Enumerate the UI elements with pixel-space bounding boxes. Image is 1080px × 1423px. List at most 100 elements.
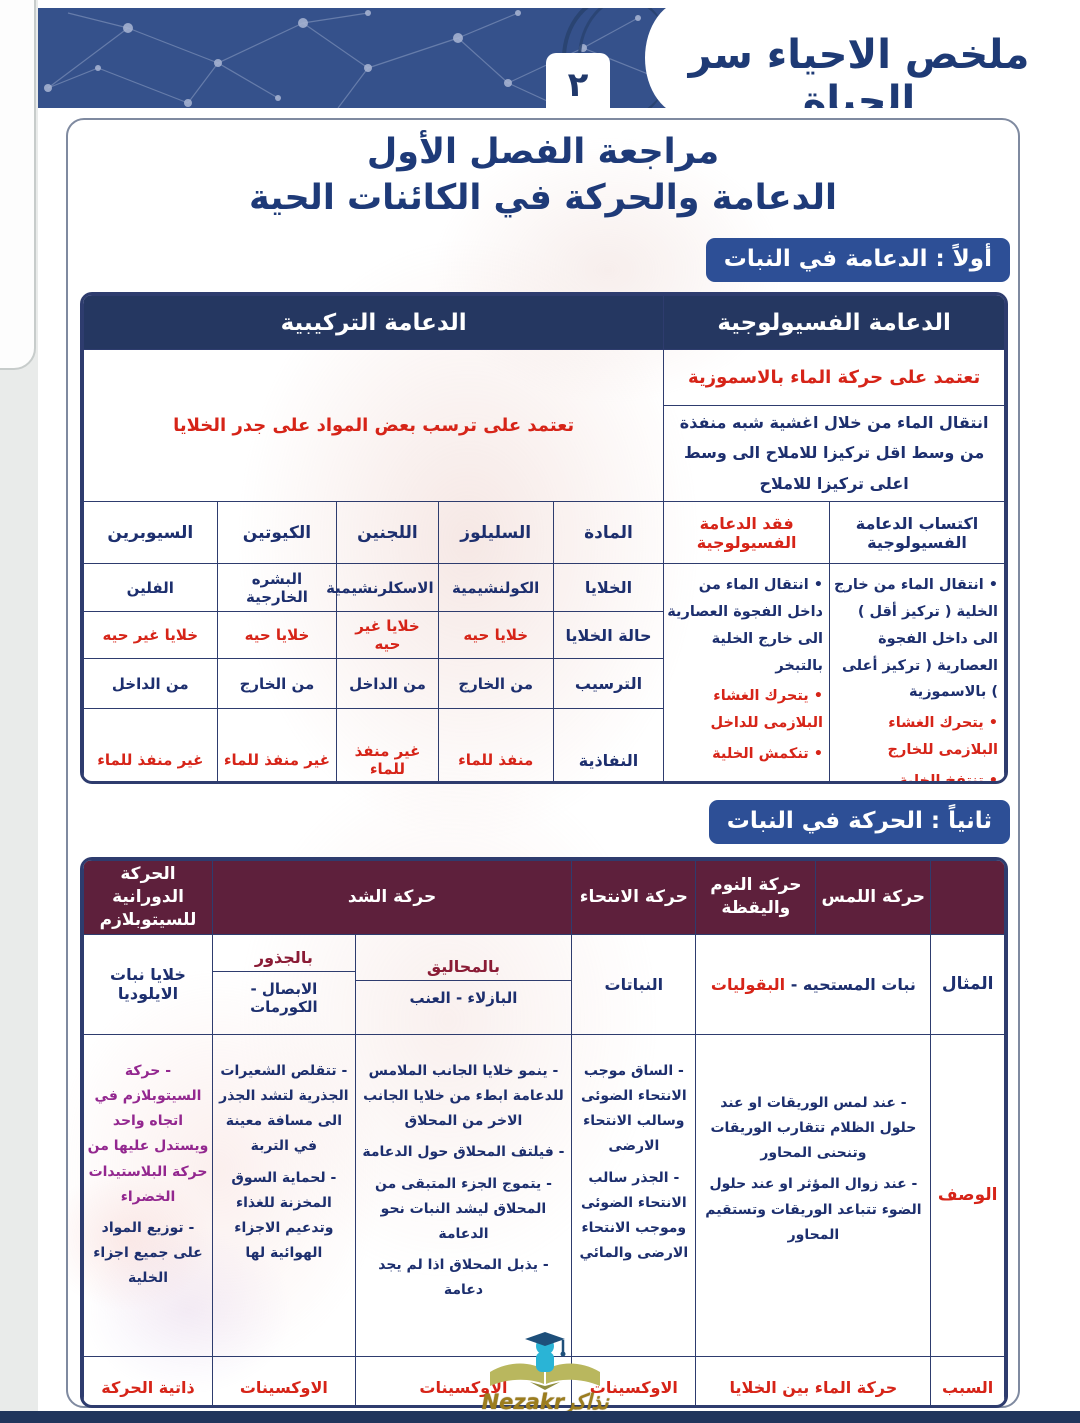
structural-support-header: الدعامة التركيبية [83,295,665,350]
row-label-deposition: الترسيب [552,658,665,710]
state-cutin: خلايا حيه [216,611,338,660]
desc-point: يتموج الجزء المتبقى من المحلاق ليشد النب… [359,1172,568,1248]
state-lignin: خلايا غير حيه [336,611,439,660]
desc-point: يذبل المحلاق اذا لم يجد دعامة [359,1253,568,1303]
bottom-blue-bar [0,1411,1080,1423]
desc-tendrils: ينمو خلايا الجانب الملامس للدعامة ابطء م… [354,1033,573,1357]
deposition-lignin: من الداخل [336,658,439,710]
example-mimosa: نبات المستحيه - [790,974,916,994]
gain-column-header: اكتساب الدعامة الفسيولوجية [829,501,1005,565]
page-title: مراجعة الفصل الأول الدعامة والحركة في ال… [68,132,1018,218]
row-cause-label: السبب [930,1355,1005,1405]
permeability-lignin: غير منفذ للماء [336,708,439,781]
support-table: الدعامة الفسيولوجية الدعامة التركيبية تع… [83,295,1005,781]
material-suberin: السيوبرين [83,501,218,565]
deposition-cellulose: من الخارج [437,658,554,710]
desc-rotation: حركة السيتوبلازم في اتجاه واحد ويستدل عل… [83,1033,213,1357]
section1-banner: أولاً : الدعامة في النبات [705,238,1010,282]
loss-point: تنكمش الخلية [666,741,823,768]
nezakr-watermark: Nezakrنذاكر [460,1330,630,1414]
row-label-cells: الخلايا [552,563,665,613]
physiological-support-header: الدعامة الفسيولوجية [663,295,1005,350]
desc-point: تتقلص الشعيرات الجذرية لتشد الجذر الى مس… [216,1059,352,1160]
example-touch-sleep: نبات المستحيه - البقوليات [695,933,932,1035]
cause-touch-sleep: حركة الماء بين الخلايا [695,1355,932,1405]
title-line1: مراجعة الفصل الأول [366,132,720,172]
row-desc-label: الوصف [930,1033,1005,1357]
desc-point: فيلتف المحلاق حول الدعامة [359,1140,568,1165]
material-lignin: اللجنين [336,501,439,565]
col-rotation-header: الحركة الدورانية للسيتوبلازم [83,860,213,935]
watermark-name-ar: نذاكر [564,1390,609,1414]
gain-point: تنتفخ الخلية [832,768,998,781]
example-tendrils-cell: بالمحاليق البازلاء - العنب [354,933,573,1035]
desc-touch-sleep: عند لمس الوريقات او عند حلول الظلام تتقا… [695,1033,932,1357]
title-notch [645,8,1080,108]
deposition-cutin: من الخارج [216,658,338,710]
desc-roots: تتقلص الشعيرات الجذرية لتشد الجذر الى مس… [211,1033,356,1357]
watermark-name-en: Nezakr [481,1390,565,1414]
row-label-cell-state: حالة الخلايا [552,611,665,660]
matrix-corner-label: المادة [552,501,665,565]
example-tropism: النباتات [571,933,697,1035]
example-roots-cell: بالجذور الابصال - الكورمات [211,933,356,1035]
col-sleep-header: حركة النوم واليقظة [695,860,817,935]
cells-lignin: الاسكلرنشيمية [326,563,439,613]
tendrils-subheader: بالمحاليق [355,953,572,982]
cause-roots: الاوكسينات [211,1355,356,1405]
row-example-label: المثال [930,933,1005,1035]
loss-point: يتحرك الغشاء البلازمى للداخل [666,683,824,737]
cells-cellulose: الكولنشيمية [437,563,554,613]
main-document-card: مراجعة الفصل الأول الدعامة والحركة في ال… [66,118,1020,1414]
brand-title: ملخص الاحياء سر الحياة [688,32,1031,108]
roots-subheader: بالجذور [212,944,355,973]
row-label-permeability: النفاذية [552,708,665,781]
cells-suberin: الفلين [83,563,218,613]
example-rotation: خلايا نبات الايلوديا [83,933,213,1035]
support-table-wrap: الدعامة الفسيولوجية الدعامة التركيبية تع… [80,292,1008,784]
movement-table-wrap: حركة اللمس حركة النوم واليقظة حركة الانت… [80,857,1008,1408]
loss-points-cell: انتقال الماء من داخل الفجوة العصارية الى… [663,563,831,781]
desc-point: الجذر سالب الانتحاء الضوئى وموجب الانتحا… [575,1166,692,1267]
graduate-book-logo-icon [490,1332,600,1390]
movement-table: حركة اللمس حركة النوم واليقظة حركة الانت… [83,860,1005,1405]
page-number: ٢ [567,64,589,105]
section2-banner: ثانياً : الحركة في النبات [708,800,1010,844]
network-pattern-graphic [44,10,663,108]
cells-cutin: البشره الخارجية [216,563,338,613]
state-suberin: خلايا غير حيه [83,611,218,660]
example-legumes: البقوليات [710,974,786,994]
col-tropism-header: حركة الانتحاء [571,860,697,935]
gain-point: يتحرك الغشاء البلازمى للخارج [832,710,998,764]
deposition-suberin: من الداخل [83,658,218,710]
roots-examples: الابصال - الكورمات [250,980,318,1017]
watermark-text: Nezakrنذاكر [460,1390,630,1414]
structural-principle: تعتمد على ترسب بعض المواد على جدر الخلاي… [83,348,665,503]
permeability-cellulose: منفذ للماء [437,708,554,781]
col-contraction-header: حركة الشد [211,860,573,935]
desc-point: لحماية السوق المخزنة للغذاء وتدعيم الاجز… [216,1166,352,1267]
previous-card-edge [0,0,36,370]
material-cellulose: السليلوز [437,501,554,565]
cause-tendrils: الاوكسينات [354,1355,573,1405]
page-number-tab: ٢ [546,53,610,108]
material-cutin: الكيوتين [216,501,338,565]
permeability-cutin: غير منفذ للماء [216,708,338,781]
title-line2: الدعامة والحركة في الكائنات الحية [248,178,838,218]
desc-point: حركة السيتوبلازم في اتجاه واحد ويستدل عل… [87,1059,209,1210]
left-page-gutter [0,0,38,1423]
desc-point: عند لمس الوريقات او عند حلول الظلام تتقا… [699,1091,927,1167]
desc-point: عند زوال المؤثر او عند حلول الضوء تتباعد… [699,1172,927,1248]
desc-point: توزيع المواد على جميع اجزاء الخلية [87,1216,209,1292]
state-cellulose: خلايا حيه [437,611,554,660]
top-banner-band: ملخص الاحياء سر الحياة ٢ [38,8,1080,108]
desc-point: الساق موجب الانتحاء الضوئى وسالب الانتحا… [575,1059,692,1160]
desc-point: ينمو خلايا الجانب الملامس للدعامة ابطء م… [359,1059,568,1135]
gain-points-cell: انتقال الماء من خارج الخلية ( تركيز أقل … [829,563,1005,781]
loss-point: انتقال الماء من داخل الفجوة العصارية الى… [666,572,823,679]
tendrils-examples: البازلاء - العنب [409,989,518,1008]
physio-principle: تعتمد على حركة الماء بالاسموزية [663,349,1005,406]
col-touch-header: حركة اللمس [815,860,932,935]
physio-definition: انتقال الماء من خلال اغشية شبه منفذة من … [663,404,1005,503]
permeability-suberin: غير منفذ للماء [83,708,218,781]
